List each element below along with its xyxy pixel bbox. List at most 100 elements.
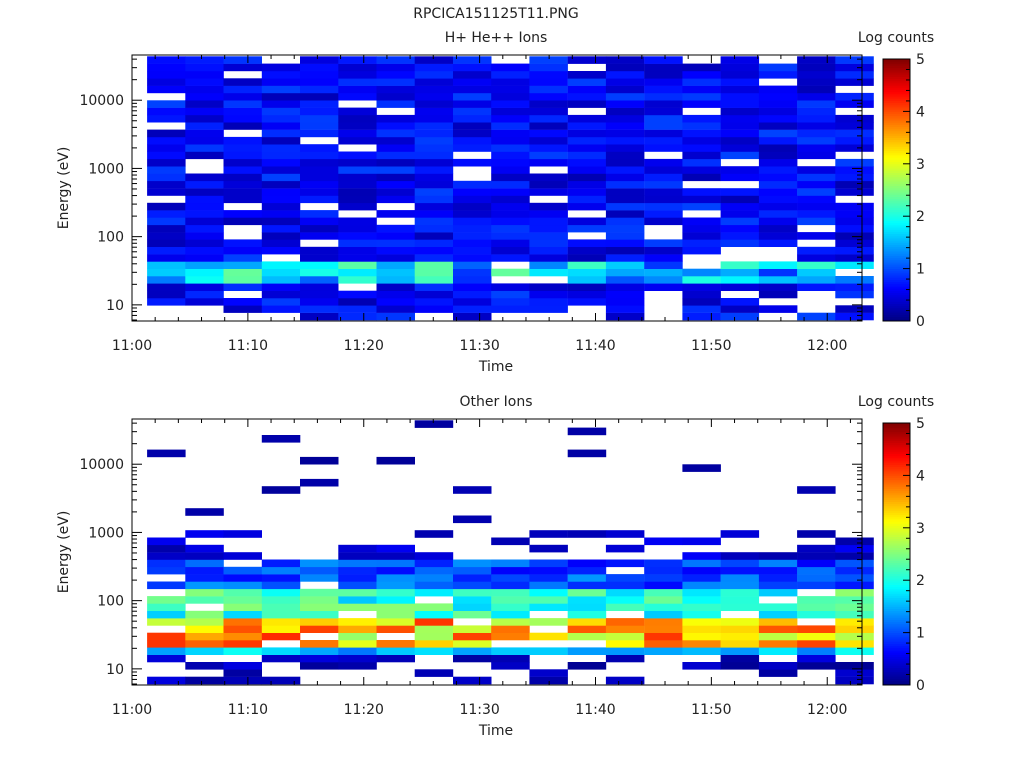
heatmap-cell xyxy=(529,224,568,233)
heatmap-cell xyxy=(223,625,262,633)
heatmap-cell xyxy=(414,114,454,123)
heatmap-cell xyxy=(682,464,721,472)
heatmap-cell xyxy=(376,261,415,269)
heatmap-cell xyxy=(453,559,492,568)
heatmap-cell xyxy=(414,588,454,597)
heatmap-cell xyxy=(147,261,186,269)
heatmap-cell xyxy=(491,166,530,174)
heatmap-cell xyxy=(376,100,415,108)
heatmap-cell xyxy=(261,261,301,269)
colorbar-segment xyxy=(883,279,910,283)
heatmap-cell xyxy=(605,114,645,123)
heatmap-cell xyxy=(567,566,607,575)
heatmap-cell xyxy=(414,158,454,167)
heatmap-cell xyxy=(605,217,645,226)
colorbar-segment xyxy=(883,117,910,121)
heatmap-cell xyxy=(644,92,683,101)
heatmap-cell xyxy=(147,610,186,619)
heatmap-cell xyxy=(682,246,721,255)
heatmap-cell xyxy=(567,158,607,167)
heatmap-cell xyxy=(567,239,607,247)
heatmap-cell xyxy=(185,530,224,538)
heatmap-cell xyxy=(758,276,798,284)
heatmap-cell xyxy=(567,283,607,291)
colorbar-segment xyxy=(883,268,910,272)
colorbar-segment xyxy=(883,74,910,77)
heatmap-cell xyxy=(414,122,454,130)
colorbar-segment xyxy=(883,423,910,426)
heatmap-cell xyxy=(605,588,645,597)
heatmap-cell xyxy=(453,217,492,226)
heatmap-cell xyxy=(261,136,301,145)
heatmap-cell xyxy=(720,559,760,568)
heatmap-cell xyxy=(567,574,607,582)
heatmap-cell xyxy=(147,603,186,611)
heatmap-cell xyxy=(835,100,874,108)
heatmap-cell xyxy=(567,449,607,458)
heatmap-cell xyxy=(300,63,339,72)
heatmap-cell xyxy=(300,78,339,86)
heatmap-cell xyxy=(338,129,377,138)
colorbar-segment xyxy=(883,141,910,145)
heatmap-cell xyxy=(376,654,415,663)
colorbar-segment xyxy=(883,196,910,200)
heatmap-cell xyxy=(797,173,836,182)
heatmap-cell xyxy=(300,180,339,189)
heatmap-cell xyxy=(223,100,262,108)
heatmap-cell xyxy=(414,625,454,633)
colorbar-segment xyxy=(883,111,910,114)
heatmap-cell xyxy=(758,669,798,677)
heatmap-cell xyxy=(414,298,454,306)
heatmap-cell xyxy=(529,107,568,116)
colorbar-segment xyxy=(883,490,910,494)
heatmap-cell xyxy=(261,114,301,123)
heatmap-cell xyxy=(835,610,874,619)
heatmap-cell xyxy=(185,107,224,116)
colorbar-segment xyxy=(883,516,910,520)
heatmap-cell xyxy=(758,640,798,648)
heatmap-cell xyxy=(376,71,415,79)
heatmap-cell xyxy=(720,581,760,590)
colorbar-segment xyxy=(883,669,910,673)
heatmap-cell xyxy=(758,129,798,138)
heatmap-cell xyxy=(185,581,224,590)
heatmap-cell xyxy=(300,195,339,204)
heatmap-cell xyxy=(682,224,721,233)
heatmap-cell xyxy=(758,180,798,189)
colorbar-segment xyxy=(883,436,910,439)
heatmap-cell xyxy=(147,78,186,86)
heatmap-cell xyxy=(682,632,721,641)
heatmap-cell xyxy=(414,92,454,101)
colorbar-segment xyxy=(883,488,910,492)
heatmap-cell xyxy=(338,188,377,196)
heatmap-cell xyxy=(261,202,301,211)
heatmap-cell xyxy=(491,224,530,233)
heatmap-cell xyxy=(453,654,492,663)
heatmap-cell xyxy=(797,180,836,189)
heatmap-cell xyxy=(453,588,492,597)
heatmap-cell xyxy=(682,232,721,240)
heatmap-cell xyxy=(605,603,645,611)
heatmap-cell xyxy=(414,151,454,160)
colorbar-tick-label: 4 xyxy=(916,468,925,484)
colorbar-segment xyxy=(883,65,910,69)
heatmap-cell xyxy=(261,610,301,619)
heatmap-cell xyxy=(682,581,721,590)
heatmap-cell xyxy=(529,71,568,79)
colorbar-segment xyxy=(883,560,910,564)
heatmap-cell xyxy=(491,574,530,582)
colorbar-segment xyxy=(883,523,910,527)
heatmap-cell xyxy=(185,136,224,145)
heatmap-cell xyxy=(491,195,530,204)
heatmap-cell xyxy=(223,305,262,313)
colorbar-segment xyxy=(883,643,910,647)
heatmap-cell xyxy=(605,530,645,538)
heatmap-cell xyxy=(185,566,224,575)
heatmap-cell xyxy=(797,610,836,619)
heatmap-cell xyxy=(453,566,492,575)
colorbar-segment xyxy=(883,654,910,658)
heatmap-cell xyxy=(147,217,186,226)
heatmap-cell xyxy=(567,122,607,130)
heatmap-cell xyxy=(223,246,262,255)
colorbar-segment xyxy=(883,575,910,579)
